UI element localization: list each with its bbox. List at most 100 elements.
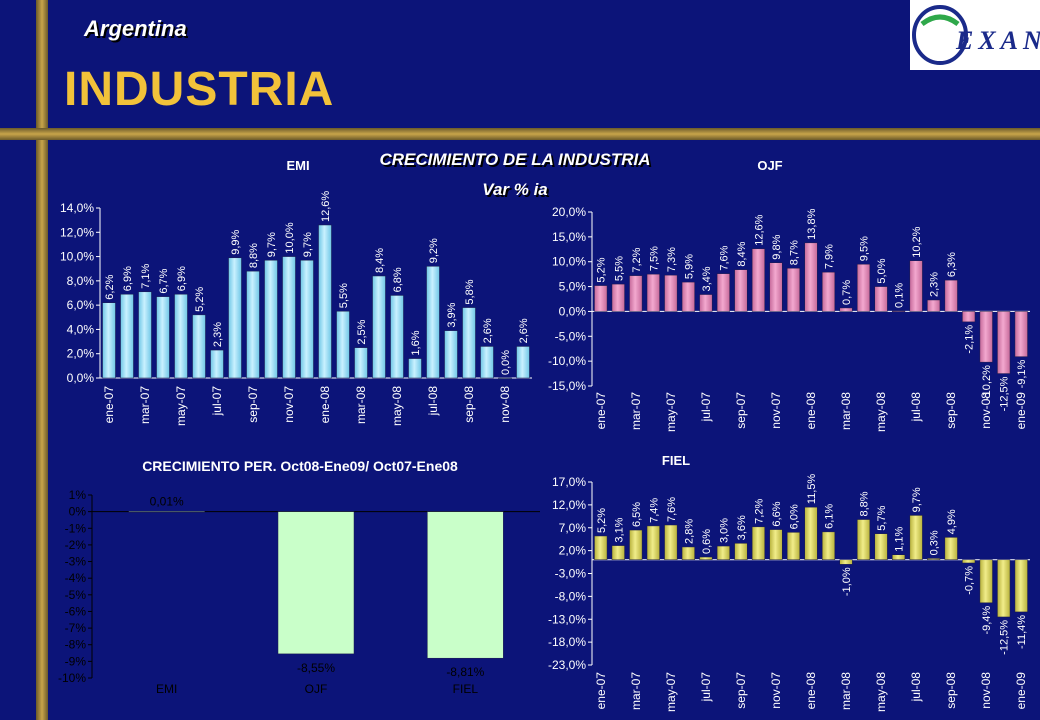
bar: [997, 559, 1011, 618]
data-label: 10,2%: [911, 226, 923, 257]
x-tick-label: may-08: [874, 672, 888, 712]
data-label: 12,6%: [753, 214, 765, 245]
y-tick-label: -10,0%: [548, 354, 586, 368]
bar: [594, 535, 608, 561]
bar: [318, 224, 332, 379]
y-tick-label: 20,0%: [552, 205, 586, 219]
data-label: 0,7%: [841, 280, 853, 305]
data-label: 7,1%: [140, 263, 152, 288]
y-tick-label: 0,0%: [67, 371, 95, 385]
x-tick-label: mar-08: [839, 672, 853, 710]
bar: [1014, 559, 1028, 613]
data-label: 6,8%: [392, 267, 404, 292]
bar: [156, 296, 170, 379]
x-tick-label: ene-08: [804, 392, 818, 430]
data-label: 6,6%: [771, 501, 783, 526]
y-tick-label: 0,0%: [559, 304, 587, 318]
y-tick-label: 10,0%: [60, 250, 94, 264]
y-tick-label: -5,0%: [555, 329, 587, 343]
data-label: 1,6%: [410, 330, 422, 355]
data-label: 5,7%: [876, 505, 888, 530]
x-tick-label: ene-07: [102, 386, 116, 424]
bar: [282, 256, 296, 379]
x-tick-label: may-08: [874, 392, 888, 432]
x-tick-label: mar-07: [629, 392, 643, 430]
bar: [979, 311, 993, 363]
bar: [611, 283, 625, 312]
y-tick-label: -3%: [65, 555, 87, 569]
data-label: 0,3%: [929, 530, 941, 555]
bar: [681, 546, 695, 561]
bar: [944, 279, 958, 312]
x-tick-label: jul-08: [909, 392, 923, 423]
bar: [444, 330, 458, 379]
bar: [646, 525, 660, 561]
bar: [857, 519, 871, 561]
bar: [874, 533, 888, 561]
data-label: 5,5%: [613, 256, 625, 281]
bar: [192, 314, 206, 379]
x-tick-label: mar-08: [354, 386, 368, 424]
y-tick-label: -13,0%: [548, 612, 586, 626]
page-title: INDUSTRIA: [64, 63, 335, 116]
data-label: 13,8%: [806, 208, 818, 239]
bar: [1014, 311, 1028, 357]
bar: [804, 506, 818, 561]
data-label: -9,1%: [1016, 359, 1028, 388]
bar: [594, 285, 608, 312]
bar: [210, 349, 224, 379]
bar: [821, 271, 836, 312]
fiel-chart: FIEL -23,0% -18,0% -13,0% -8,0% -3,0% 2,0% 7,0%…: [548, 453, 1030, 712]
bar: [390, 295, 404, 379]
bar: [480, 346, 494, 379]
y-tick-label: 0%: [69, 505, 87, 519]
data-label: 3,0%: [718, 518, 730, 543]
y-tick-label: 15,0%: [552, 230, 586, 244]
y-tick-label: -7%: [65, 621, 87, 635]
bar: [372, 275, 386, 379]
x-tick-label: nov-07: [769, 392, 783, 429]
x-tick-label: FIEL: [453, 682, 479, 696]
data-label: 12,6%: [320, 191, 332, 222]
bar: [611, 545, 625, 561]
x-tick-label: OJF: [305, 682, 328, 696]
x-tick-label: ene-09: [1014, 672, 1028, 710]
data-label: 6,7%: [158, 268, 170, 293]
bar: [354, 347, 368, 379]
x-tick-label: ene-09: [1014, 392, 1028, 430]
data-label: 6,5%: [631, 502, 643, 527]
y-tick-label: 2,0%: [559, 544, 587, 558]
data-label: 9,7%: [266, 232, 278, 257]
y-tick-label: -5%: [65, 588, 87, 602]
chart-subheading: Var % ia: [482, 180, 548, 199]
y-tick-label: -23,0%: [548, 658, 586, 672]
x-tick-label: sep-07: [734, 672, 748, 709]
y-tick-label: 1%: [69, 488, 87, 502]
y-tick-label: -6%: [65, 604, 87, 618]
bar: [336, 310, 350, 379]
bar: [716, 273, 730, 312]
x-tick-label: sep-07: [734, 392, 748, 429]
data-label: 9,8%: [771, 234, 783, 259]
x-tick-label: ene-07: [594, 672, 608, 710]
bar: [769, 529, 783, 561]
data-label: 0,01%: [150, 494, 184, 508]
y-tick-label: 10,0%: [552, 255, 586, 269]
data-label: 0,1%: [894, 283, 906, 308]
x-tick-label: sep-08: [462, 386, 476, 423]
header-gold-bar: [0, 128, 1040, 140]
data-label: 2,6%: [518, 318, 530, 343]
bar: [804, 242, 818, 312]
data-label: 6,3%: [946, 252, 958, 277]
x-tick-label: nov-08: [979, 392, 993, 429]
data-label: 2,5%: [356, 319, 368, 344]
data-label: 3,9%: [446, 302, 458, 327]
y-tick-label: 17,0%: [552, 475, 586, 489]
data-label: -9,4%: [981, 606, 993, 635]
data-label: 9,7%: [302, 232, 314, 257]
bar: [962, 559, 976, 564]
data-label: 9,7%: [911, 487, 923, 512]
bar: [909, 515, 923, 561]
summary-chart: CRECIMIENTO PER. Oct08-Ene09/ Oct07-Ene0…: [58, 458, 540, 696]
data-label: 3,6%: [736, 515, 748, 540]
